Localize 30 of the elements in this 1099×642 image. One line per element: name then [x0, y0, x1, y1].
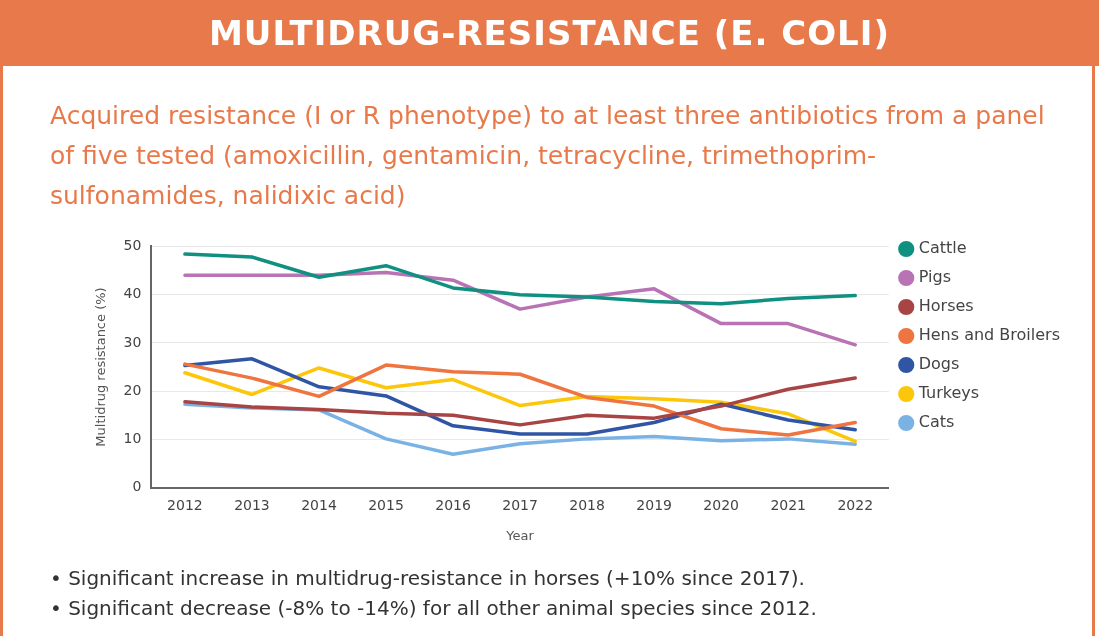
- x-tick-label: 2014: [301, 496, 337, 513]
- y-tick-label: 30: [123, 333, 142, 350]
- x-tick-label: 2017: [502, 496, 538, 513]
- legend-label: Horses: [918, 296, 974, 316]
- chart-subtitle: Acquired resistance (I or R phenotype) to at least three antibiotics from a panel of five tested (amoxicillin, gentamicin, tetracycline, trimethoprim-sulfonamides, nalidixic acid): [50, 100, 1046, 212]
- x-tick-label: 2021: [770, 496, 807, 513]
- y-axis-title: Multidrug resistance (%): [93, 287, 109, 447]
- text: • Significant increase in multidrug-resistance in horses (+10% since 2017).: [50, 565, 806, 592]
- x-tick-label: 2019: [636, 496, 672, 513]
- chart-title: MULTIDRUG-RESISTANCE (E. COLI): [0, 0, 1099, 66]
- y-tick-label: 10: [123, 430, 142, 446]
- text: • Significant decrease (-8% to -14%) for all other animal species since 2012.: [50, 595, 817, 622]
- legend-label: Dogs: [918, 354, 960, 374]
- legend-label: Cattle: [918, 238, 967, 258]
- x-tick-label: 2013: [234, 496, 270, 513]
- x-tick-label: 2018: [569, 496, 605, 513]
- legend-label: Hens and Broilers: [918, 325, 1060, 345]
- y-tick-label: 0: [132, 478, 142, 495]
- y-tick-label: 50: [123, 237, 142, 254]
- legend-label: Cats: [918, 412, 955, 432]
- x-tick-label: 2020: [703, 496, 739, 513]
- y-tick-label: 20: [123, 381, 142, 398]
- x-tick-label: 2012: [167, 496, 203, 513]
- x-tick-label: 2022: [837, 496, 874, 513]
- legend-label: Pigs: [918, 267, 951, 287]
- legend-label: Turkeys: [917, 383, 980, 403]
- x-tick-label: 2015: [368, 496, 404, 513]
- y-tick-label: 40: [123, 285, 142, 302]
- x-tick-label: 2016: [435, 496, 471, 513]
- x-axis-title: Year: [505, 527, 535, 543]
